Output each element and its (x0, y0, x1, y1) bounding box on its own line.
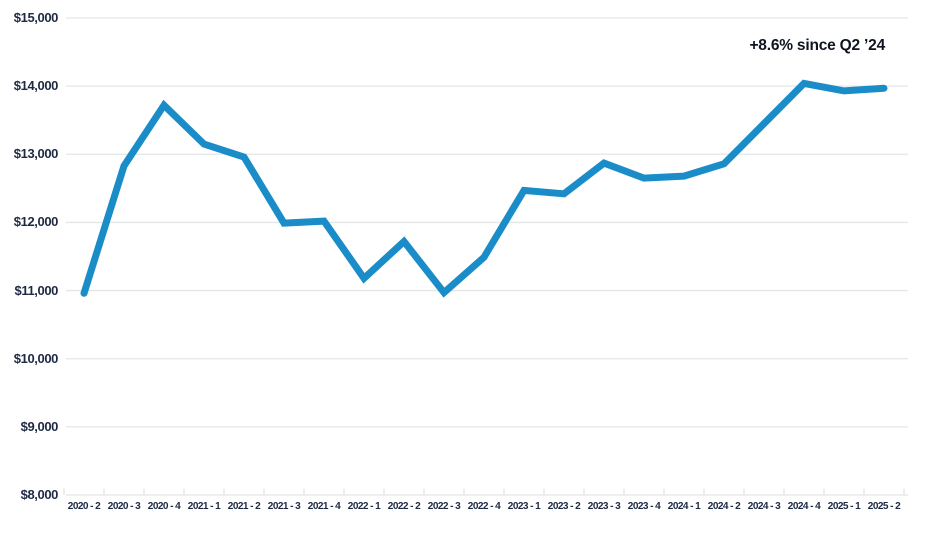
x-axis-tick-label: 2020 - 2 (67, 500, 101, 512)
x-axis-tick-label: 2022 - 2 (387, 500, 421, 512)
y-axis-tick-label: $13,000 (13, 146, 59, 162)
x-axis-tick-label: 2023 - 4 (627, 500, 661, 512)
x-axis-tick-label: 2020 - 3 (107, 500, 141, 512)
y-axis-tick-label: $12,000 (13, 214, 59, 230)
x-axis-tick-label: 2022 - 3 (427, 500, 461, 512)
y-axis-tick-label: $11,000 (14, 282, 59, 298)
data-series-line (80, 79, 888, 298)
x-axis-tick-label: 2023 - 2 (547, 500, 581, 512)
x-axis-tick-label: 2024 - 1 (667, 500, 701, 512)
x-axis-tick-label: 2022 - 4 (467, 500, 501, 512)
x-axis-tick-label: 2021 - 4 (307, 500, 341, 512)
y-axis-tick-label: $10,000 (13, 350, 59, 366)
percent-change-annotation: +8.6% since Q2 ’24 (749, 37, 885, 54)
y-axis-tick-label: $9,000 (20, 418, 59, 434)
x-axis-tick-label: 2020 - 4 (147, 500, 181, 512)
y-axis-labels: $15,000 $14,000 $13,000 $12,000 $11,000 $10,0… (0, 0, 59, 538)
x-axis-tick-label: 2021 - 3 (267, 500, 301, 512)
y-axis-tick-label: $8,000 (20, 487, 59, 502)
y-axis-tick-label: $14,000 (13, 78, 59, 94)
x-axis-tick-label: 2022 - 1 (347, 500, 381, 512)
y-axis-tick-label: $15,000 (13, 10, 59, 25)
x-axis-tick-label: 2025 - 1 (827, 500, 861, 512)
x-axis-tick-label: 2024 - 2 (707, 500, 741, 512)
x-axis-tick-label: 2023 - 3 (587, 500, 621, 512)
x-axis-labels: 2020 - 2 2020 - 3 2020 - 4 2021 - 1 2021 - 2… (0, 500, 928, 518)
x-axis-tick-label: 2023 - 1 (507, 500, 541, 512)
x-axis-tick-label: 2024 - 4 (787, 500, 821, 512)
x-axis-tick-label: 2025 - 2 (867, 500, 901, 512)
x-axis-tick-label: 2021 - 1 (187, 500, 221, 512)
x-axis-tick-label: 2024 - 3 (747, 500, 781, 512)
x-axis-tick-label: 2021 - 2 (227, 500, 261, 512)
